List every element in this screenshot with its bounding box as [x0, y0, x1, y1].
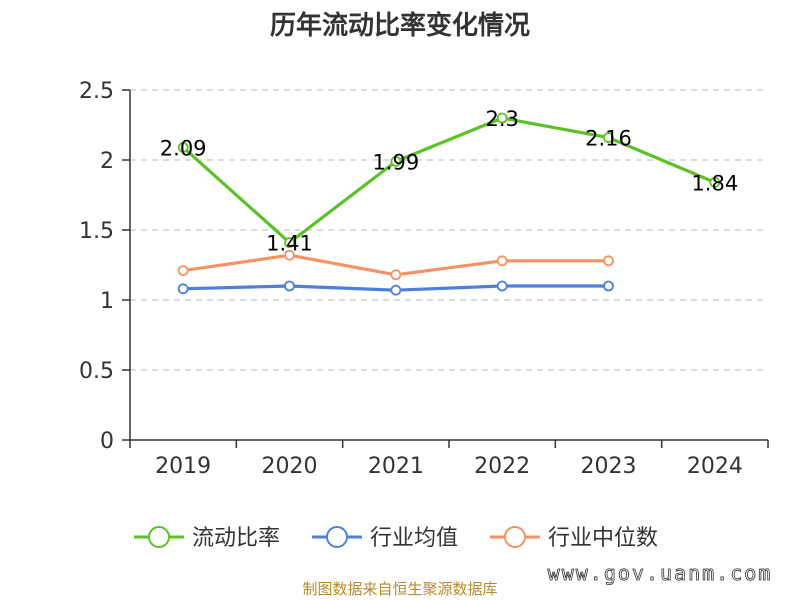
- source-note: 制图数据来自恒生聚源数据库: [302, 580, 497, 598]
- y-tick-label: 1: [100, 289, 114, 314]
- y-tick-label: 0: [100, 429, 114, 454]
- series-line-1: [182, 116, 716, 245]
- legend[interactable]: 流动比率 行业均值 行业中位数: [134, 526, 658, 551]
- y-tick-label: 0.5: [79, 359, 114, 384]
- data-point: [177, 141, 189, 153]
- x-tick-label: 2020: [262, 454, 318, 479]
- legend-label: 行业均值: [370, 526, 458, 551]
- data-label: 1.99: [372, 150, 419, 174]
- y-tick-label: 1.5: [79, 219, 114, 244]
- x-tick-label: 2024: [687, 454, 743, 479]
- y-tick-label: 2: [100, 149, 114, 174]
- legend-item-3[interactable]: 行业中位数: [490, 526, 658, 551]
- data-point: [709, 176, 721, 188]
- series-layer: [177, 112, 721, 296]
- y-tick-label: 2.5: [79, 79, 114, 104]
- data-point: [496, 280, 508, 292]
- data-point: [390, 284, 402, 296]
- legend-marker: [148, 526, 170, 548]
- legend-label: 流动比率: [192, 526, 280, 551]
- data-label: 1.84: [691, 171, 738, 195]
- y-axis-ticks: 0 0.5 1 1.5 2 2.5: [79, 79, 130, 454]
- data-point: [177, 265, 189, 277]
- data-point: [603, 255, 614, 267]
- data-label: 2.09: [160, 136, 207, 160]
- legend-item-2[interactable]: 行业均值: [312, 526, 458, 551]
- chart-title: 历年流动比率变化情况: [270, 10, 530, 41]
- x-axis-ticks: 2019 2020 2021 2022 2023 2024: [129, 440, 769, 479]
- data-point: [390, 269, 402, 281]
- x-tick-label: 2023: [581, 454, 637, 479]
- data-point: [496, 255, 508, 267]
- data-point: [177, 283, 189, 295]
- data-point: [603, 132, 614, 144]
- data-label: 2.3: [485, 107, 518, 131]
- data-point: [603, 280, 614, 292]
- legend-marker: [504, 526, 526, 548]
- data-labels: 2.09 1.41 1.99 2.3 2.16 1.84: [160, 107, 738, 256]
- gridlines: [130, 89, 768, 371]
- data-point: [284, 249, 295, 261]
- data-label: 2.16: [585, 127, 632, 151]
- watermark: www.gov.uanm.com: [548, 561, 773, 585]
- legend-item-1[interactable]: 流动比率: [134, 526, 280, 551]
- data-point: [390, 155, 402, 167]
- data-point: [496, 112, 508, 124]
- x-tick-label: 2019: [155, 454, 211, 479]
- data-point: [284, 237, 295, 249]
- x-tick-label: 2021: [368, 454, 424, 479]
- legend-marker: [326, 526, 348, 548]
- x-tick-label: 2022: [474, 454, 530, 479]
- legend-label: 行业中位数: [548, 526, 658, 551]
- data-point: [284, 280, 295, 292]
- data-label: 1.41: [266, 232, 313, 256]
